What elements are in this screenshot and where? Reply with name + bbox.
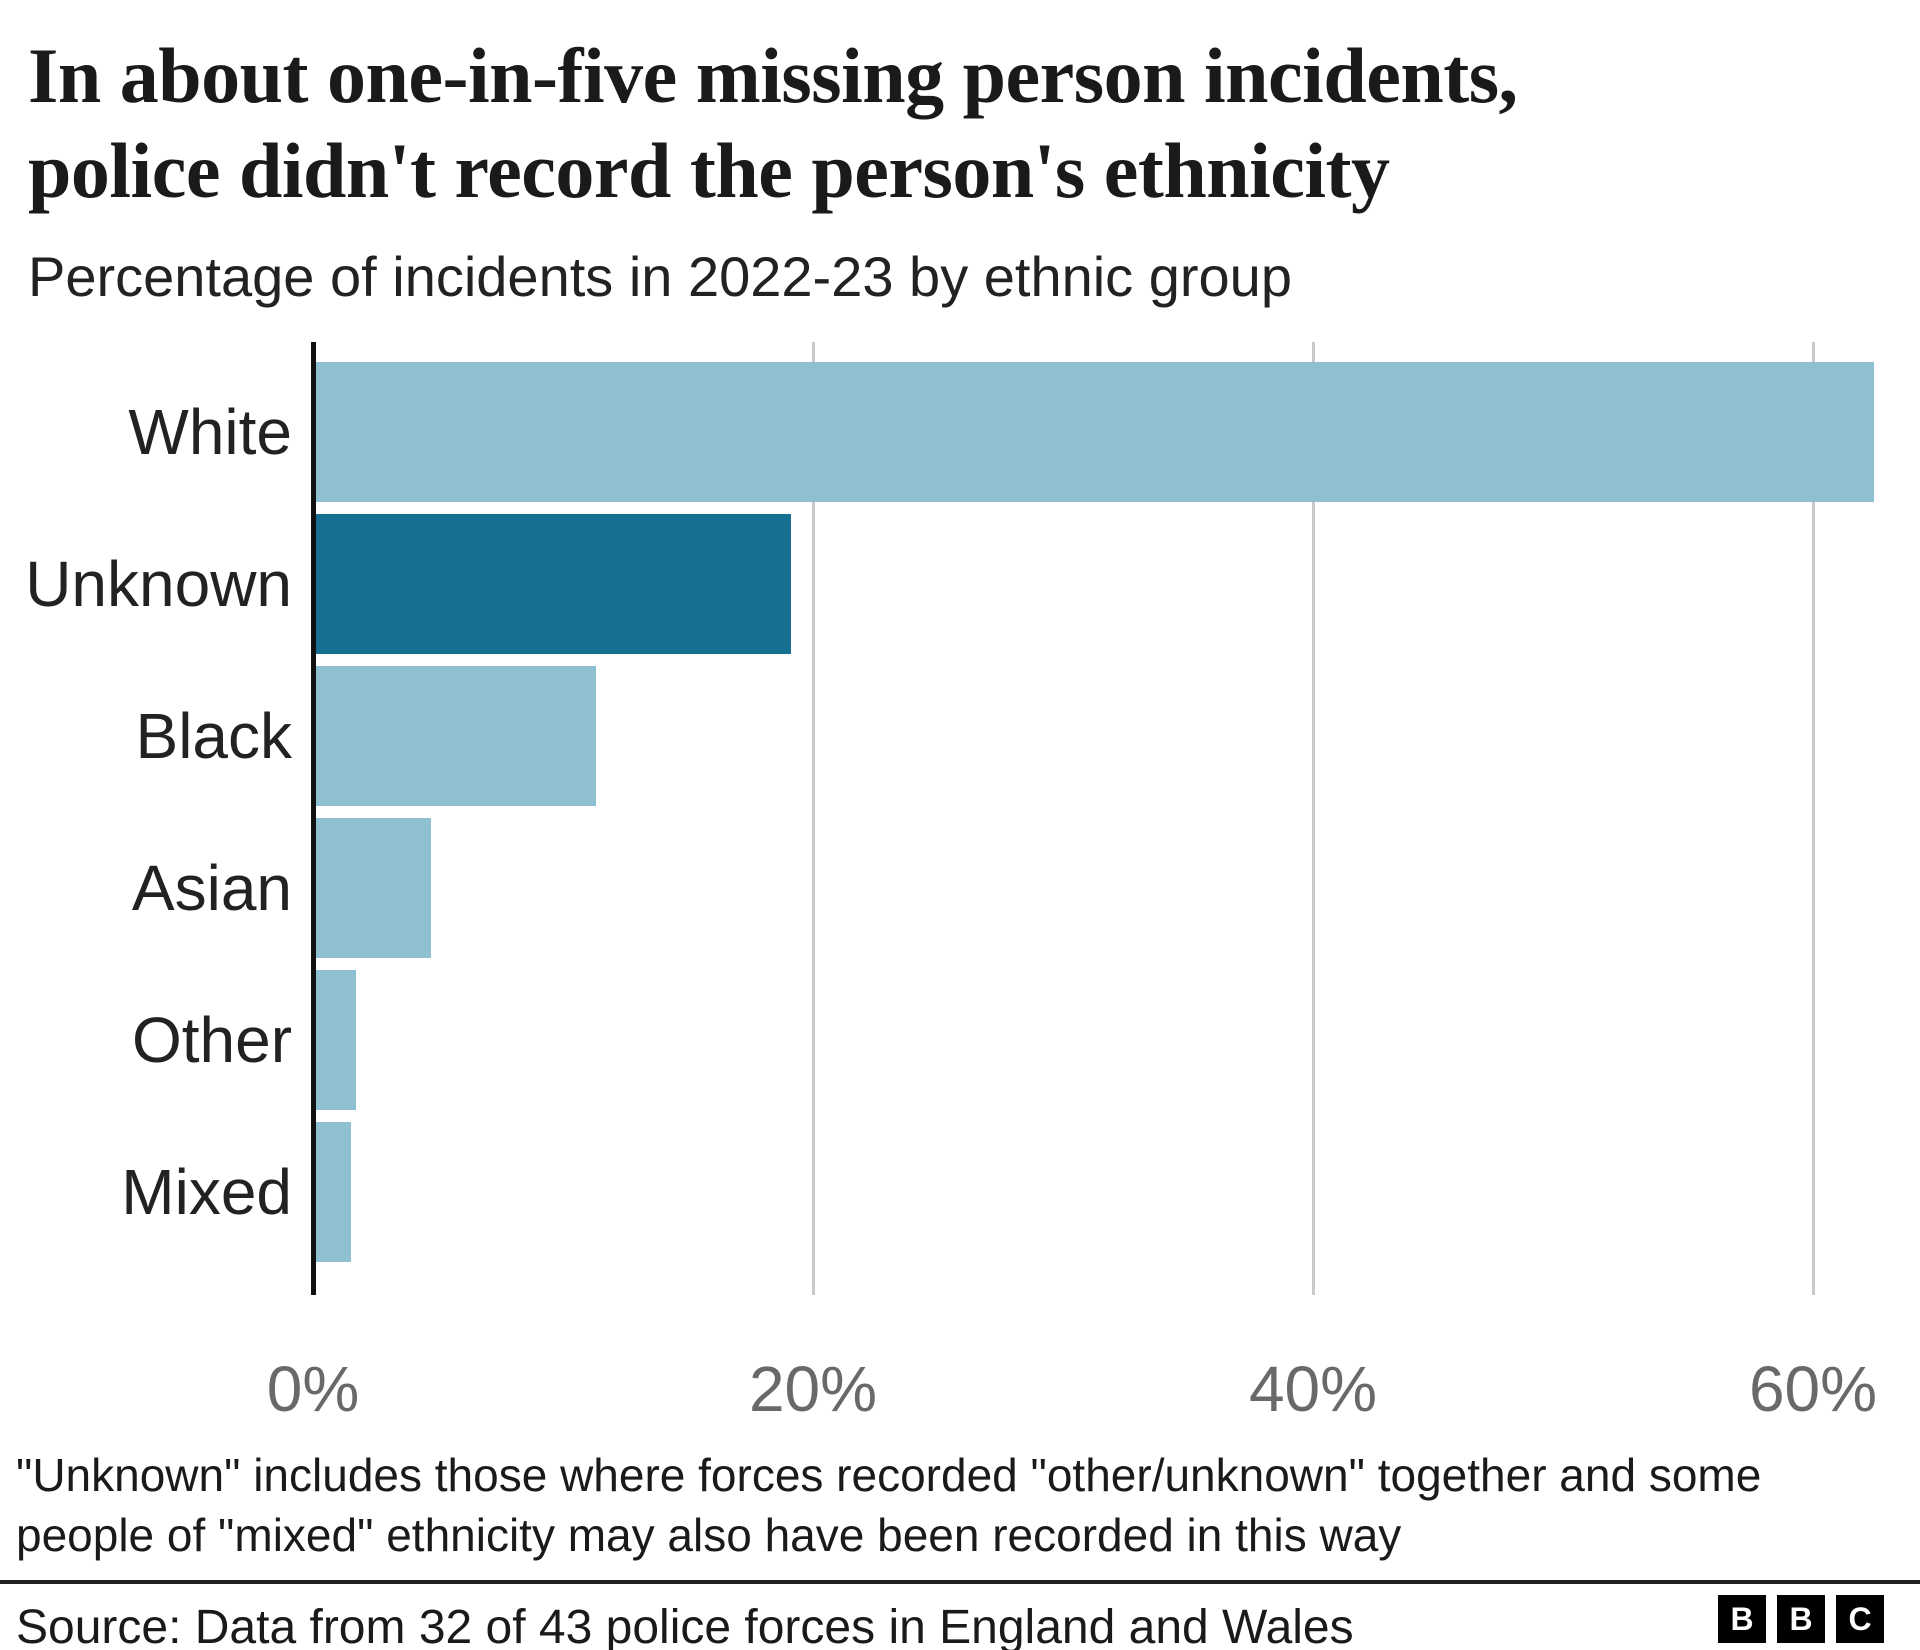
category-label-white: White bbox=[128, 396, 292, 468]
x-tick-label-60: 60% bbox=[1748, 1353, 1878, 1425]
bar-unknown bbox=[316, 514, 791, 654]
x-tick-label-0: 0% bbox=[266, 1353, 360, 1425]
category-label-black: Black bbox=[135, 700, 293, 772]
gridline-20 bbox=[812, 342, 815, 1295]
y-axis-line bbox=[311, 342, 316, 1295]
footer-divider bbox=[0, 1580, 1920, 1584]
logo-letter-b-0: B bbox=[1718, 1595, 1766, 1643]
plot-area: White Unknown Black Asian Other Mixed 0% 20% 40%… bbox=[0, 342, 1920, 1442]
logo-letter-b-1: B bbox=[1777, 1595, 1825, 1643]
category-label-asian: Asian bbox=[131, 852, 292, 924]
source-text: Source: Data from 32 of 43 police forces… bbox=[16, 1601, 1354, 1650]
chart-subtitle: Percentage of incidents in 2022-23 by et… bbox=[28, 245, 1292, 308]
category-label-unknown: Unknown bbox=[25, 548, 292, 620]
chart-title: In about one-in-five missing person inci… bbox=[28, 28, 1728, 218]
x-tick-label-40: 40% bbox=[1248, 1353, 1378, 1425]
bar-mixed bbox=[316, 1122, 351, 1262]
chart-title-line1: In about one-in-five missing person inci… bbox=[28, 32, 1518, 119]
bar-black bbox=[316, 666, 596, 806]
gridline-60 bbox=[1812, 342, 1815, 1295]
bar-white bbox=[316, 362, 1874, 502]
logo-letter-c-2: C bbox=[1836, 1595, 1884, 1643]
x-tick-label-20: 20% bbox=[748, 1353, 878, 1425]
gridline-40 bbox=[1312, 342, 1315, 1295]
category-label-other: Other bbox=[131, 1004, 292, 1076]
bar-asian bbox=[316, 818, 431, 958]
category-label-mixed: Mixed bbox=[121, 1156, 292, 1228]
footnote-text: "Unknown" includes those where forces re… bbox=[16, 1449, 1762, 1561]
bar-other bbox=[316, 970, 356, 1110]
chart-title-line2: police didn't record the person's ethnic… bbox=[28, 127, 1390, 215]
